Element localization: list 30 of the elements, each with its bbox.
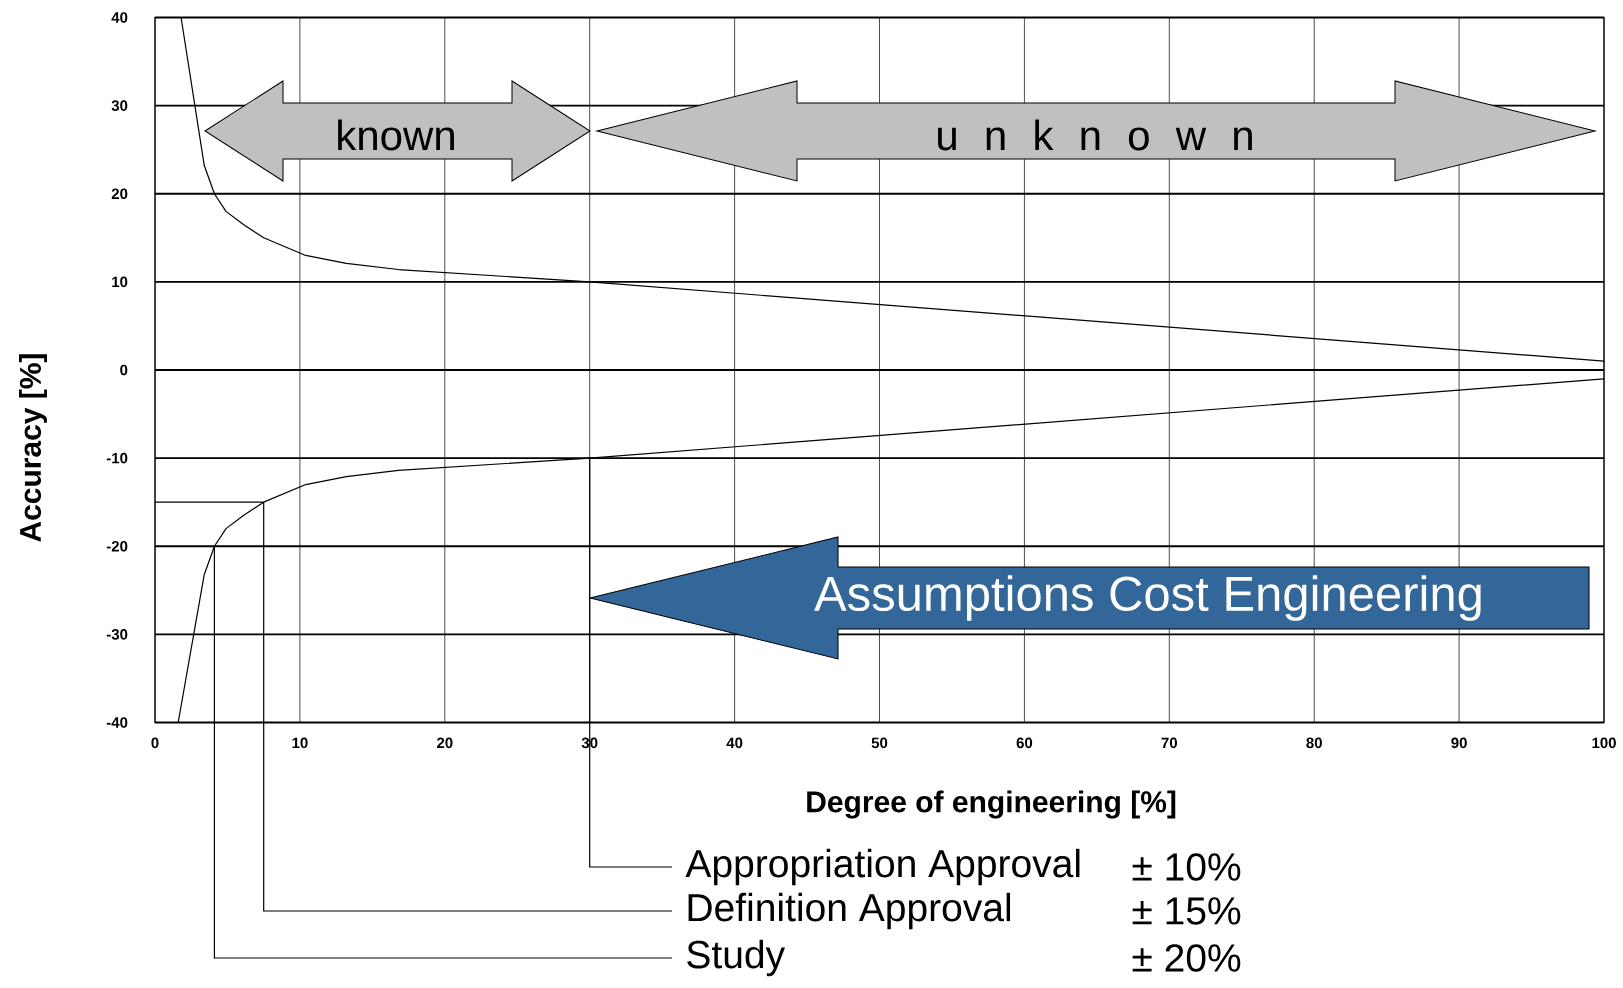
x-tick-label: 70 — [1161, 737, 1178, 749]
annotation: u n k n o w n — [938, 119, 1252, 151]
annotation: Appropriation Approval — [685, 848, 1080, 886]
y-tick-label: -20 — [106, 540, 128, 552]
y-tick-label: 20 — [111, 188, 128, 200]
y-tick-label: 0 — [120, 364, 128, 376]
x-tick-label: 20 — [437, 737, 453, 749]
y-tick-label: -10 — [106, 452, 128, 464]
x-axis-title: Degree of engineering [%] — [807, 790, 1176, 819]
x-tick-label: 40 — [726, 737, 743, 749]
annotation: Assumptions Cost Engineering — [814, 575, 1481, 621]
y-tick-label: 30 — [111, 100, 128, 111]
text: ± 10% — [1132, 853, 1241, 881]
x-tick-label: 0 — [151, 737, 159, 749]
x-tick-label: 60 — [1016, 737, 1033, 749]
y-tick-label: 10 — [112, 276, 128, 288]
x-tick-label: 10 — [292, 737, 308, 749]
y-tick-label: -30 — [106, 629, 128, 640]
x-tick-label: 90 — [1451, 737, 1467, 749]
y-tick-label: 40 — [111, 12, 128, 23]
x-tick-label: 80 — [1306, 737, 1322, 749]
x-tick-label: 100 — [1592, 737, 1616, 749]
y-tick-label: -40 — [106, 717, 128, 728]
annotation: Study — [687, 939, 786, 977]
y-axis-title: Accuracy [%] — [19, 354, 47, 542]
text: ± 20% — [1132, 944, 1241, 972]
annotation: known — [338, 119, 454, 151]
x-tick-label: 50 — [871, 737, 888, 749]
text: ± 15% — [1132, 897, 1241, 925]
annotation: Definition Approval — [688, 892, 1011, 930]
